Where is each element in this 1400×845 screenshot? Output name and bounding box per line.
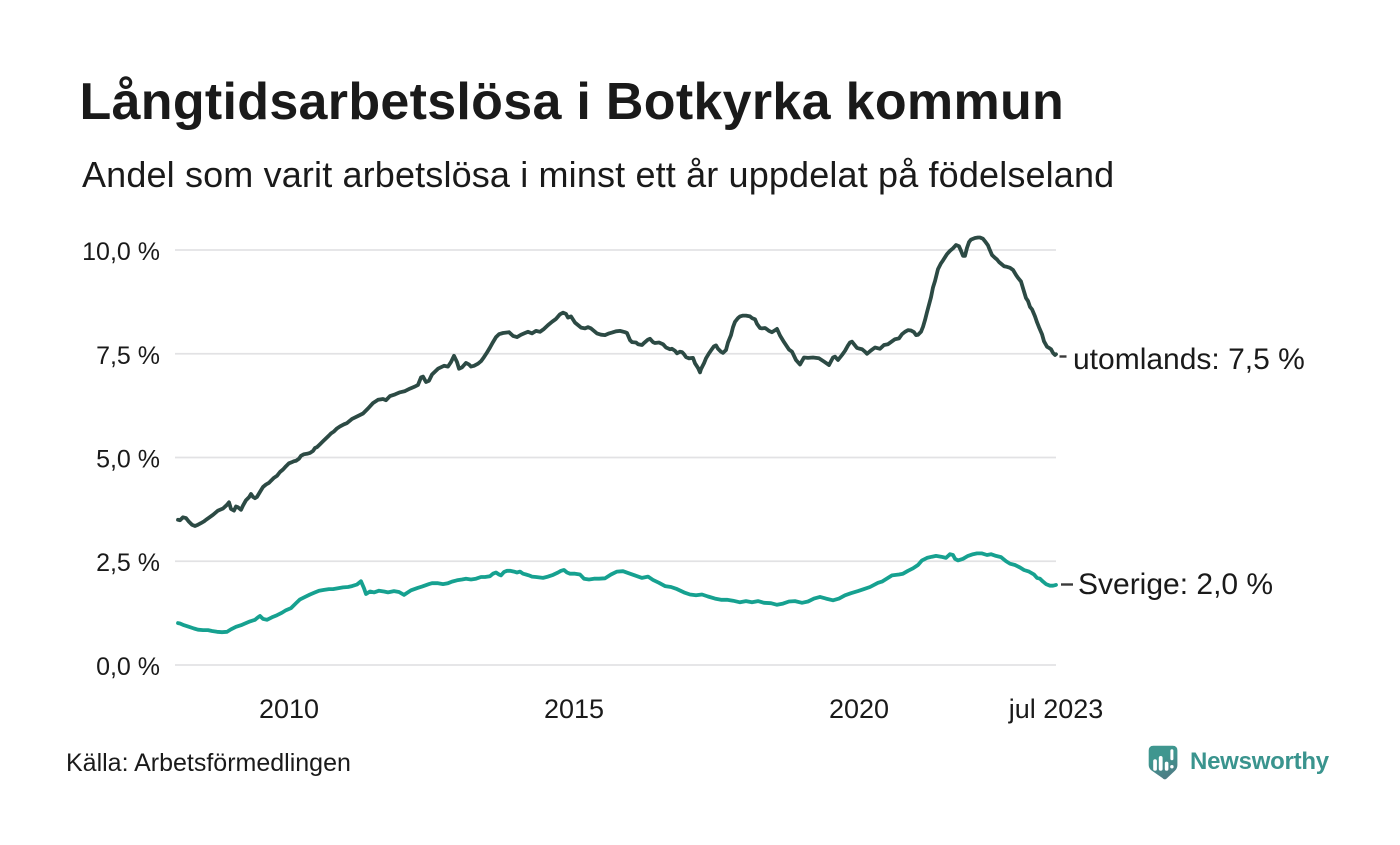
svg-text:2,5 %: 2,5 % (96, 549, 160, 577)
svg-text:Newsworthy: Newsworthy (1190, 748, 1330, 775)
svg-text:0,0 %: 0,0 % (96, 653, 160, 681)
svg-text:jul 2023: jul 2023 (1008, 694, 1104, 724)
svg-text:2020: 2020 (829, 694, 889, 724)
svg-text:Sverige: 2,0 %: Sverige: 2,0 % (1078, 568, 1273, 601)
svg-text:7,5 %: 7,5 % (96, 342, 160, 370)
svg-text:utomlands: 7,5 %: utomlands: 7,5 % (1073, 343, 1305, 376)
svg-text:2010: 2010 (259, 694, 319, 724)
svg-text:Andel som varit arbetslösa i m: Andel som varit arbetslösa i minst ett å… (82, 154, 1114, 195)
svg-text:Långtidsarbetslösa i Botkyrka: Långtidsarbetslösa i Botkyrka kommun (80, 73, 1065, 131)
svg-text:Källa: Arbetsförmedlingen: Källa: Arbetsförmedlingen (66, 749, 351, 777)
svg-text:2015: 2015 (544, 694, 604, 724)
svg-text:5,0 %: 5,0 % (96, 446, 160, 474)
svg-text:10,0 %: 10,0 % (82, 238, 160, 266)
